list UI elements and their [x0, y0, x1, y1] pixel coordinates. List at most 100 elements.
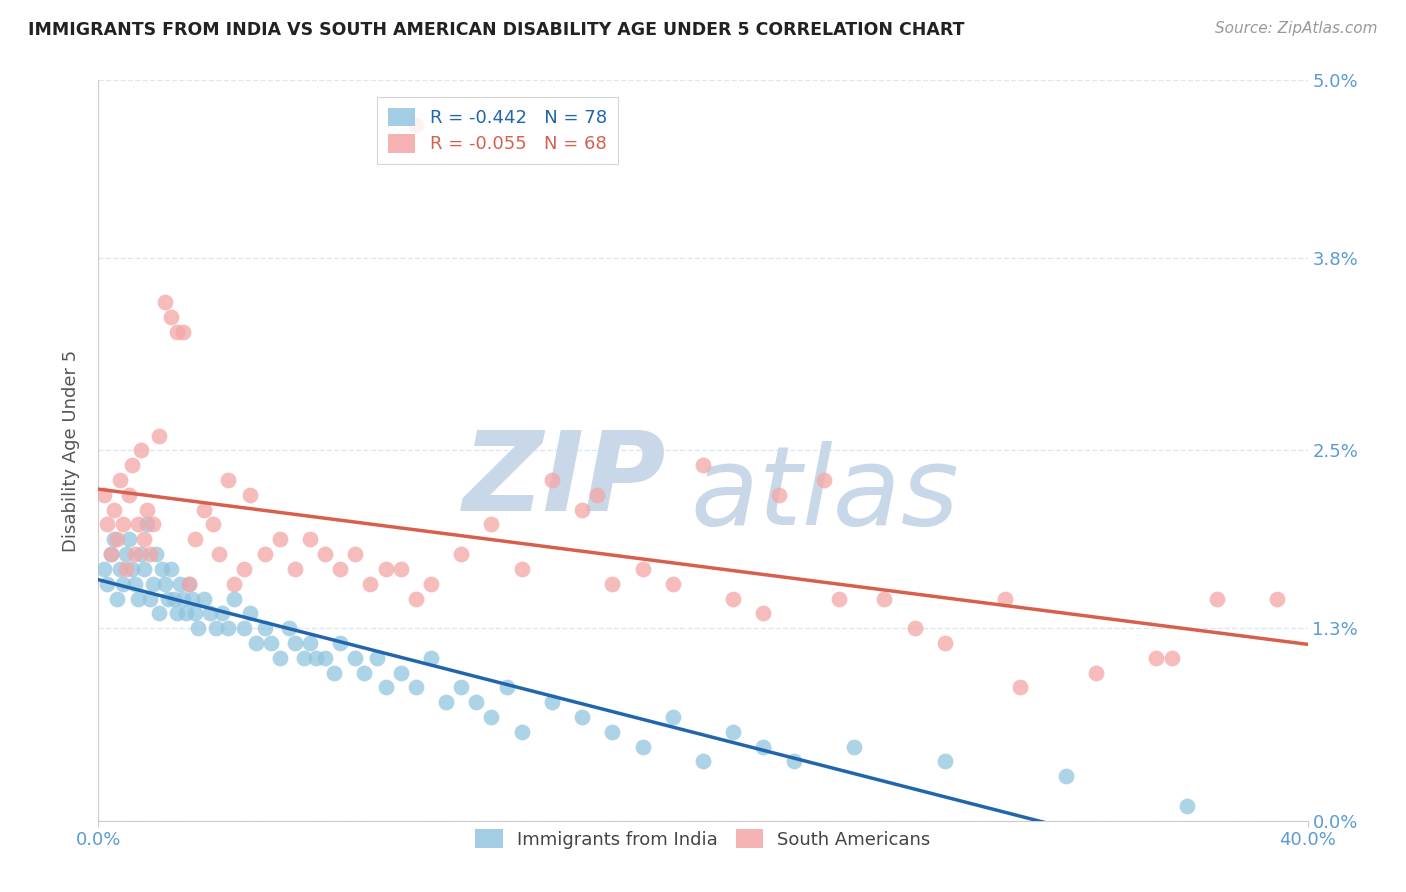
Point	[105, 533, 128, 547]
Point	[631, 739, 654, 754]
Point	[187, 621, 209, 635]
Point	[193, 591, 215, 606]
Point	[208, 547, 231, 561]
Point	[344, 650, 367, 665]
Point	[108, 473, 131, 487]
Point	[904, 621, 927, 635]
Point	[160, 562, 183, 576]
Point	[269, 533, 291, 547]
Point	[305, 650, 328, 665]
Point	[1160, 650, 1182, 665]
Point	[200, 607, 222, 621]
Point	[153, 576, 176, 591]
Point	[100, 547, 122, 561]
Point	[217, 621, 239, 635]
Point	[314, 650, 336, 665]
Point	[661, 710, 683, 724]
Point	[172, 591, 194, 606]
Point	[813, 473, 835, 487]
Point	[108, 562, 131, 576]
Point	[103, 502, 125, 516]
Point	[129, 443, 152, 458]
Point	[179, 576, 201, 591]
Point	[323, 665, 346, 680]
Point	[217, 473, 239, 487]
Point	[344, 547, 367, 561]
Point	[420, 576, 443, 591]
Point	[211, 607, 233, 621]
Point	[129, 547, 152, 561]
Point	[284, 636, 307, 650]
Point	[353, 665, 375, 680]
Point	[169, 576, 191, 591]
Point	[121, 562, 143, 576]
Point	[602, 724, 624, 739]
Point	[121, 458, 143, 473]
Point	[132, 533, 155, 547]
Point	[692, 458, 714, 473]
Point	[420, 650, 443, 665]
Text: atlas: atlas	[690, 442, 959, 549]
Text: Source: ZipAtlas.com: Source: ZipAtlas.com	[1215, 21, 1378, 36]
Point	[153, 295, 176, 310]
Point	[873, 591, 896, 606]
Point	[93, 488, 115, 502]
Point	[166, 607, 188, 621]
Point	[314, 547, 336, 561]
Point	[481, 710, 503, 724]
Point	[360, 576, 382, 591]
Point	[723, 724, 745, 739]
Point	[661, 576, 683, 591]
Point	[450, 681, 472, 695]
Point	[105, 591, 128, 606]
Point	[148, 607, 170, 621]
Point	[692, 755, 714, 769]
Point	[540, 695, 562, 709]
Legend: Immigrants from India, South Americans: Immigrants from India, South Americans	[468, 822, 938, 856]
Point	[142, 517, 165, 532]
Point	[495, 681, 517, 695]
Point	[114, 547, 136, 561]
Point	[224, 591, 246, 606]
Point	[1054, 769, 1077, 783]
Point	[202, 517, 225, 532]
Point	[245, 636, 267, 650]
Point	[752, 739, 775, 754]
Point	[329, 562, 352, 576]
Point	[1010, 681, 1032, 695]
Point	[465, 695, 488, 709]
Text: ZIP: ZIP	[463, 426, 666, 533]
Point	[571, 710, 593, 724]
Point	[181, 591, 204, 606]
Point	[184, 533, 207, 547]
Y-axis label: Disability Age Under 5: Disability Age Under 5	[62, 350, 80, 551]
Point	[127, 517, 149, 532]
Point	[510, 724, 533, 739]
Point	[253, 547, 276, 561]
Point	[284, 562, 307, 576]
Point	[145, 547, 167, 561]
Point	[292, 650, 315, 665]
Point	[510, 562, 533, 576]
Point	[260, 636, 283, 650]
Point	[150, 562, 173, 576]
Point	[299, 533, 322, 547]
Point	[124, 576, 146, 591]
Point	[631, 562, 654, 576]
Point	[374, 562, 396, 576]
Point	[172, 325, 194, 339]
Point	[783, 755, 806, 769]
Point	[934, 636, 956, 650]
Point	[100, 547, 122, 561]
Point	[434, 695, 457, 709]
Point	[277, 621, 299, 635]
Point	[1085, 665, 1108, 680]
Point	[93, 562, 115, 576]
Point	[450, 547, 472, 561]
Point	[205, 621, 228, 635]
Point	[389, 562, 412, 576]
Point	[934, 755, 956, 769]
Point	[96, 517, 118, 532]
Point	[193, 502, 215, 516]
Point	[540, 473, 562, 487]
